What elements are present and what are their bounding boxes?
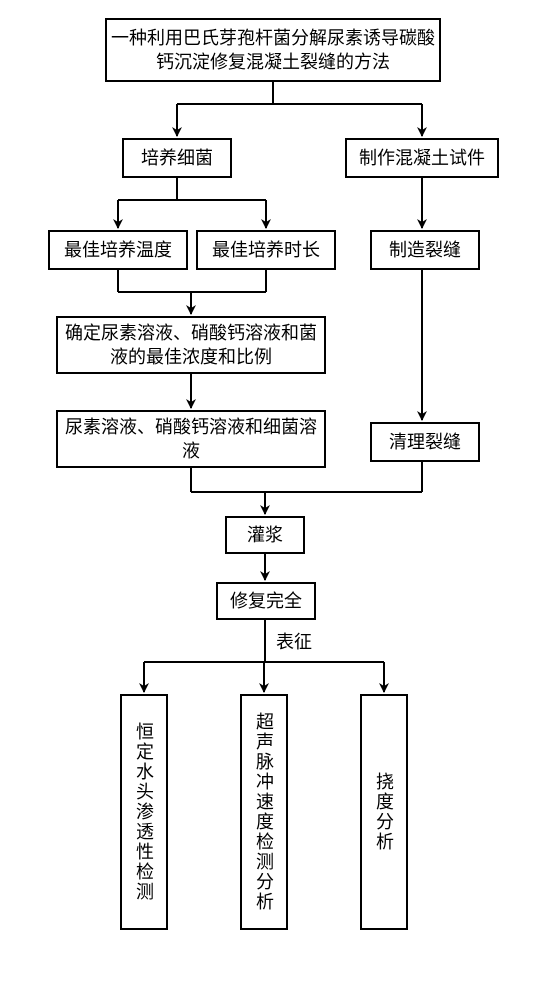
node-right2: 制造裂缝 — [370, 230, 480, 270]
node-merge2-text: 修复完全 — [230, 589, 302, 613]
node-right2-text: 制造裂缝 — [389, 238, 461, 262]
node-left2a-text: 最佳培养温度 — [64, 238, 172, 262]
label-characterization: 表征 — [274, 628, 314, 654]
node-right1: 制作混凝土试件 — [345, 138, 499, 178]
node-left3-text: 确定尿素溶液、硝酸钙溶液和菌液的最佳浓度和比例 — [58, 321, 324, 370]
node-left2b-text: 最佳培养时长 — [212, 238, 320, 262]
label-characterization-text: 表征 — [276, 632, 312, 652]
node-root: 一种利用巴氏芽孢杆菌分解尿素诱导碳酸钙沉淀修复混凝土裂缝的方法 — [105, 18, 441, 82]
node-right4-text: 清理裂缝 — [389, 430, 461, 454]
node-char3-text: 挠度分析 — [371, 772, 397, 852]
node-left1: 培养细菌 — [122, 138, 232, 178]
node-right1-text: 制作混凝土试件 — [359, 146, 485, 170]
node-root-text: 一种利用巴氏芽孢杆菌分解尿素诱导碳酸钙沉淀修复混凝土裂缝的方法 — [107, 26, 439, 75]
node-left2b: 最佳培养时长 — [196, 230, 336, 270]
node-char2: 超声脉冲速度检测分析 — [240, 694, 288, 930]
node-left4: 尿素溶液、硝酸钙溶液和细菌溶液 — [56, 410, 326, 468]
node-char1: 恒定水头渗透性检测 — [120, 694, 168, 930]
node-left1-text: 培养细菌 — [141, 146, 213, 170]
node-merge2: 修复完全 — [216, 582, 316, 620]
node-merge1: 灌浆 — [225, 516, 305, 554]
node-left3: 确定尿素溶液、硝酸钙溶液和菌液的最佳浓度和比例 — [56, 316, 326, 374]
node-left2a: 最佳培养温度 — [48, 230, 188, 270]
node-char3: 挠度分析 — [360, 694, 408, 930]
node-left4-text: 尿素溶液、硝酸钙溶液和细菌溶液 — [58, 415, 324, 464]
node-char2-text: 超声脉冲速度检测分析 — [251, 712, 277, 912]
node-char1-text: 恒定水头渗透性检测 — [131, 722, 157, 902]
node-merge1-text: 灌浆 — [247, 523, 283, 547]
node-right4: 清理裂缝 — [370, 422, 480, 462]
